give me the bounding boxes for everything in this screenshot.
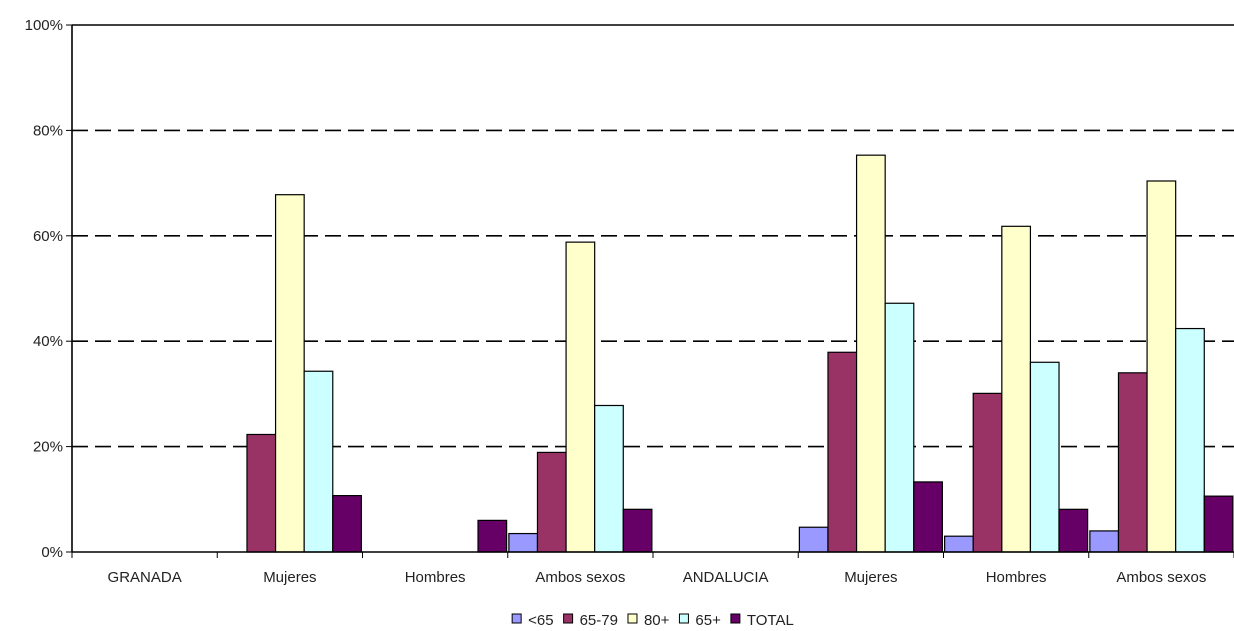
y-tick-label: 20% [33,439,63,456]
legend-swatch [511,613,522,624]
y-tick-label: 0% [41,544,63,561]
bar [913,481,943,553]
bar [1203,495,1234,553]
bar [1175,327,1205,553]
axes [71,24,1234,558]
y-tick-label: 40% [33,333,63,350]
legend-label: TOTAL [747,612,794,629]
legend-swatch [563,613,574,624]
legend-label: 65-79 [580,612,618,629]
bar [1117,372,1148,553]
y-axis-tick-labels: 0% 20% 40% 60% 80% 100% [25,17,72,561]
bar [246,433,277,553]
legend-item: <65 [511,612,554,629]
bars [246,154,1234,553]
bar [332,495,362,553]
bar [1089,530,1120,553]
bar [972,392,1003,553]
bar [565,241,596,553]
x-category-label: Hombres [405,569,466,586]
legend-item: 80+ [627,612,670,629]
bar [274,194,305,553]
legend-item: 65-79 [563,612,618,629]
bar [855,154,886,553]
bar [1001,225,1032,553]
bar [798,526,829,553]
bar [536,451,567,553]
bar [1029,361,1060,553]
x-category-label: Hombres [986,569,1047,586]
legend-label: 65+ [695,612,721,629]
bar [827,351,858,553]
bar [944,535,974,553]
y-tick-label: 100% [25,17,63,34]
x-category-label: Mujeres [263,569,316,586]
bar [884,302,915,553]
bar [1146,180,1177,553]
legend-swatch [678,613,689,624]
y-tick-label: 60% [33,228,63,245]
y-tick-label: 80% [33,122,63,139]
legend-swatch [730,613,741,624]
bar [508,532,539,553]
legend-swatch [627,613,638,624]
legend-label: <65 [528,612,553,629]
bar [303,370,334,553]
x-category-label: ANDALUCIA [683,569,769,586]
bar [622,508,653,553]
x-category-label: Ambos sexos [535,569,625,586]
bar [594,404,624,553]
x-category-label: Mujeres [844,569,897,586]
legend-label: 80+ [644,612,670,629]
x-category-label: Ambos sexos [1116,569,1206,586]
x-axis-category-labels: GRANADA Mujeres Hombres Ambos sexos ANDALUCI… [108,569,1207,586]
legend-item: 65+ [678,612,721,629]
legend-item: TOTAL [730,612,794,629]
x-category-label: GRANADA [108,569,182,586]
bar [1058,508,1089,553]
grid-lines [72,129,1234,448]
legend: <65 65-79 80+ 65+ TOTAL [511,612,794,629]
bar [477,519,508,553]
